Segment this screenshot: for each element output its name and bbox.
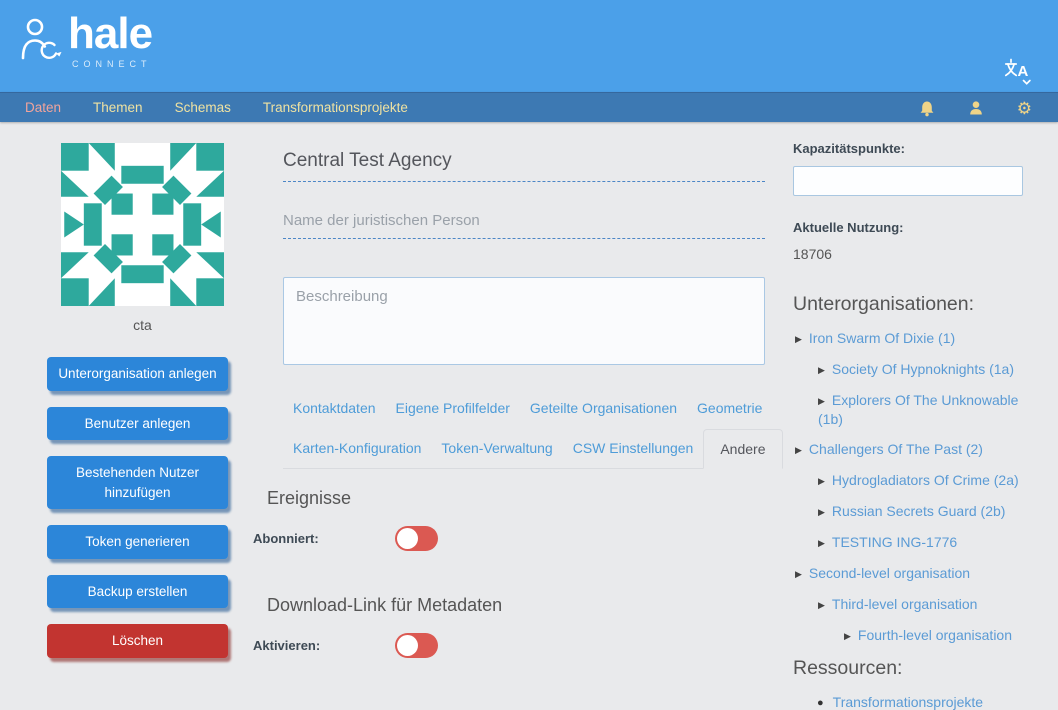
brand-name: hale xyxy=(68,9,153,58)
usage-value: 18706 xyxy=(793,246,832,262)
suborg-link[interactable]: Third-level organisation xyxy=(831,596,978,612)
user-icon[interactable] xyxy=(968,100,984,116)
svg-text:A: A xyxy=(1018,63,1029,80)
suborg-link[interactable]: Iron Swarm Of Dixie (1) xyxy=(808,330,956,346)
tree-item: ▶ Russian Secrets Guard (2b) xyxy=(793,502,1025,521)
app-header: hale CONNECT A xyxy=(0,0,1058,92)
suborg-link[interactable]: Challengers Of The Past (2) xyxy=(808,441,983,457)
nav-icon-group: ⚙ xyxy=(919,93,1032,123)
org-sidebar: cta Unterorganisation anlegen Benutzer a… xyxy=(47,143,229,674)
suborganisation-tree: ▶ Iron Swarm Of Dixie (1) ▶ Society Of Hyp… xyxy=(793,329,1025,645)
tree-item: ▶ Hydrogladiators Of Crime (2a) xyxy=(793,471,1025,490)
tree-expand-icon[interactable]: ▶ xyxy=(795,445,802,455)
tree-expand-icon[interactable]: ▶ xyxy=(818,476,825,486)
tree-item: ▶ Third-level organisation xyxy=(793,595,1025,614)
tab-token-verwaltung[interactable]: Token-Verwaltung xyxy=(441,440,553,456)
bell-icon[interactable] xyxy=(919,100,935,117)
tab-karten-konfiguration[interactable]: Karten-Konfiguration xyxy=(293,440,422,456)
subscribed-toggle-row: Abonniert: xyxy=(253,526,769,551)
delete-button[interactable]: Löschen xyxy=(47,624,228,658)
nav-item-daten[interactable]: Daten xyxy=(25,100,62,115)
subscribed-toggle[interactable] xyxy=(395,526,438,551)
org-detail-panel: Kontaktdaten Eigene Profilfelder Geteilt… xyxy=(253,142,783,658)
activate-label: Aktivieren: xyxy=(253,638,321,653)
tree-expand-icon[interactable]: ▶ xyxy=(818,365,825,375)
org-actions: Unterorganisation anlegen Benutzer anleg… xyxy=(47,357,229,658)
tree-expand-icon[interactable]: ▶ xyxy=(818,396,825,406)
create-suborganisation-button[interactable]: Unterorganisation anlegen xyxy=(47,357,228,391)
brand-subtitle: CONNECT xyxy=(72,59,152,69)
tree-expand-icon[interactable]: ▶ xyxy=(795,569,802,579)
nav-item-themen[interactable]: Themen xyxy=(93,100,143,115)
tree-expand-icon[interactable]: ▶ xyxy=(795,334,802,344)
info-sidebar: Kapazitätspunkte: Aktuelle Nutzung: 1870… xyxy=(793,141,1025,710)
tree-item: ▶ Iron Swarm Of Dixie (1) xyxy=(793,329,1025,348)
org-short-name: cta xyxy=(133,317,152,333)
tab-andere[interactable]: Andere xyxy=(703,429,783,469)
tree-expand-icon[interactable]: ▶ xyxy=(818,507,825,517)
tree-item: ▶ Second-level organisation xyxy=(793,564,1025,583)
toggle-knob xyxy=(397,528,418,549)
main-nav: Daten Themen Schemas Transformationsproj… xyxy=(0,92,1058,122)
resources-heading: Ressourcen: xyxy=(793,657,903,679)
suborg-link[interactable]: Second-level organisation xyxy=(808,565,971,581)
bullet-icon: ● xyxy=(817,697,824,709)
resources-list: ● Transformationsprojekte xyxy=(793,694,1025,710)
tab-geometrie[interactable]: Geometrie xyxy=(697,400,763,416)
description-textarea[interactable] xyxy=(283,277,765,365)
add-existing-user-button[interactable]: Bestehenden Nutzer hinzufügen xyxy=(47,456,228,510)
language-icon: A xyxy=(1004,58,1031,85)
suborg-link[interactable]: Explorers Of The Unknowable (1b) xyxy=(818,392,1019,427)
tab-csw-einstellungen[interactable]: CSW Einstellungen xyxy=(572,440,694,456)
capacity-label: Kapazitätspunkte: xyxy=(793,141,905,156)
tree-item: ▶ Fourth-level organisation xyxy=(793,626,1025,645)
activate-toggle-row: Aktivieren: xyxy=(253,633,769,658)
suborg-link[interactable]: Society Of Hypnoknights (1a) xyxy=(831,361,1015,377)
brand-logo[interactable]: hale CONNECT xyxy=(20,9,153,69)
tree-item: ▶ Explorers Of The Unknowable (1b) xyxy=(793,391,1025,428)
tree-item: ▶ Society Of Hypnoknights (1a) xyxy=(793,360,1025,379)
tab-eigene-profilfelder[interactable]: Eigene Profilfelder xyxy=(395,400,510,416)
legal-person-name-input[interactable] xyxy=(283,208,765,239)
suborganisations-heading: Unterorganisationen: xyxy=(793,293,975,315)
metadata-download-heading: Download-Link für Metadaten xyxy=(267,595,503,615)
tree-expand-icon[interactable]: ▶ xyxy=(818,600,825,610)
tree-expand-icon[interactable]: ▶ xyxy=(844,631,851,641)
org-name-input[interactable] xyxy=(283,144,765,182)
tree-item: ▶ TESTING ING-1776 xyxy=(793,533,1025,552)
subscribed-label: Abonniert: xyxy=(253,531,319,546)
toggle-knob xyxy=(397,635,418,656)
capacity-input[interactable] xyxy=(793,166,1023,196)
usage-label: Aktuelle Nutzung: xyxy=(793,220,904,235)
suborg-link[interactable]: TESTING ING-1776 xyxy=(831,534,958,550)
suborg-link[interactable]: Fourth-level organisation xyxy=(857,627,1013,643)
person-sync-icon xyxy=(21,18,62,60)
list-item: ● Transformationsprojekte xyxy=(817,694,1025,710)
events-heading: Ereignisse xyxy=(267,488,352,508)
org-tabs: Kontaktdaten Eigene Profilfelder Geteilt… xyxy=(283,388,783,469)
org-form: Kontaktdaten Eigene Profilfelder Geteilt… xyxy=(253,144,783,469)
tab-geteilte-organisationen[interactable]: Geteilte Organisationen xyxy=(529,400,678,416)
resource-link[interactable]: Transformationsprojekte xyxy=(832,694,984,710)
activate-toggle[interactable] xyxy=(395,633,438,658)
generate-token-button[interactable]: Token generieren xyxy=(47,525,228,559)
gear-icon[interactable]: ⚙ xyxy=(1016,98,1032,118)
nav-item-transformationsprojekte[interactable]: Transformationsprojekte xyxy=(262,100,408,115)
language-switcher[interactable]: A xyxy=(1004,58,1034,91)
create-user-button[interactable]: Benutzer anlegen xyxy=(47,406,228,441)
tab-kontaktdaten[interactable]: Kontaktdaten xyxy=(293,400,376,416)
tree-expand-icon[interactable]: ▶ xyxy=(818,538,825,548)
nav-item-schemas[interactable]: Schemas xyxy=(174,100,231,115)
suborg-link[interactable]: Russian Secrets Guard (2b) xyxy=(831,503,1006,519)
suborg-link[interactable]: Hydrogladiators Of Crime (2a) xyxy=(831,472,1019,488)
tree-item: ▶ Challengers Of The Past (2) xyxy=(793,440,1025,459)
create-backup-button[interactable]: Backup erstellen xyxy=(47,574,228,609)
org-avatar xyxy=(61,143,224,306)
